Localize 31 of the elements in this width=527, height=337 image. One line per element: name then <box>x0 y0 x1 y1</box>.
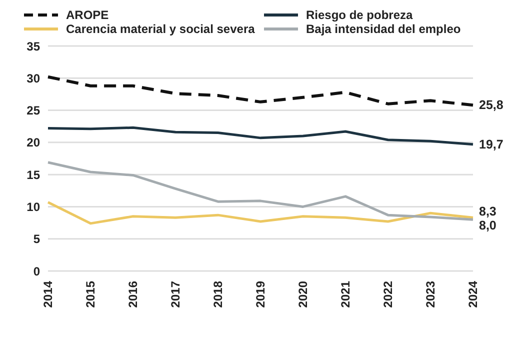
x-tick-label: 2017 <box>168 280 182 308</box>
legend-label: Baja intensidad del empleo <box>306 22 461 36</box>
x-tick-label: 2020 <box>296 280 310 308</box>
y-tick-label: 5 <box>33 232 40 246</box>
x-tick-label: 2021 <box>338 280 352 308</box>
data-label: 8,3 <box>479 204 496 219</box>
line-series <box>46 200 474 225</box>
data-label: 25,8 <box>479 98 504 112</box>
y-tick-label: 25 <box>26 104 40 118</box>
y-tick-label: 10 <box>26 200 40 214</box>
y-tick-label: 30 <box>26 71 40 86</box>
line-series <box>46 126 474 146</box>
x-tick-label: 2023 <box>424 280 438 308</box>
line-series <box>46 75 474 107</box>
x-tick-label: 2015 <box>84 280 98 308</box>
y-tick-label: 15 <box>26 168 40 182</box>
legend-label: Riesgo de pobreza <box>306 8 413 22</box>
data-label: 19,7 <box>479 137 504 152</box>
y-tick-label: 20 <box>26 136 40 150</box>
x-tick-label: 2016 <box>126 280 140 308</box>
y-tick-label: 0 <box>33 264 40 278</box>
legend-label: AROPE <box>66 8 109 22</box>
y-tick-label: 35 <box>26 39 40 54</box>
legend-label: Carencia material y social severa <box>66 22 255 36</box>
x-tick-label: 2024 <box>466 280 480 308</box>
x-tick-label: 2018 <box>211 280 225 308</box>
x-tick-label: 2019 <box>254 280 268 308</box>
line-series <box>46 161 474 221</box>
data-label: 8,0 <box>479 218 496 233</box>
x-tick-label: 2022 <box>381 280 395 308</box>
x-tick-label: 2014 <box>41 280 55 308</box>
